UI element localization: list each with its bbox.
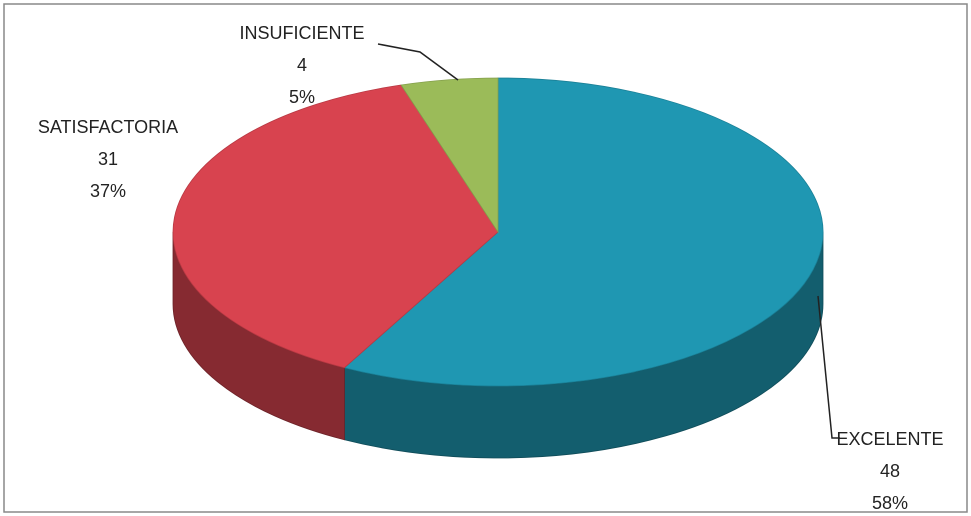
leader-line [377, 43, 459, 81]
label-name: SATISFACTORIA [38, 117, 178, 137]
label-value: 31 [98, 149, 118, 169]
label-value: 48 [880, 461, 900, 481]
label-percent: 5% [289, 87, 315, 107]
label-name: EXCELENTE [836, 429, 943, 449]
leader-line [817, 295, 840, 439]
data-labels: EXCELENTE 48 58% SATISFACTORIA 31 37% INSUFICI… [38, 23, 944, 513]
label-percent: 58% [872, 493, 908, 513]
label-percent: 37% [90, 181, 126, 201]
pie-tops [172, 77, 824, 387]
pie-slice [172, 84, 499, 369]
pie-slice [343, 77, 824, 387]
pie-slice [400, 77, 499, 234]
label-name: INSUFICIENTE [239, 23, 364, 43]
label-value: 4 [297, 55, 307, 75]
